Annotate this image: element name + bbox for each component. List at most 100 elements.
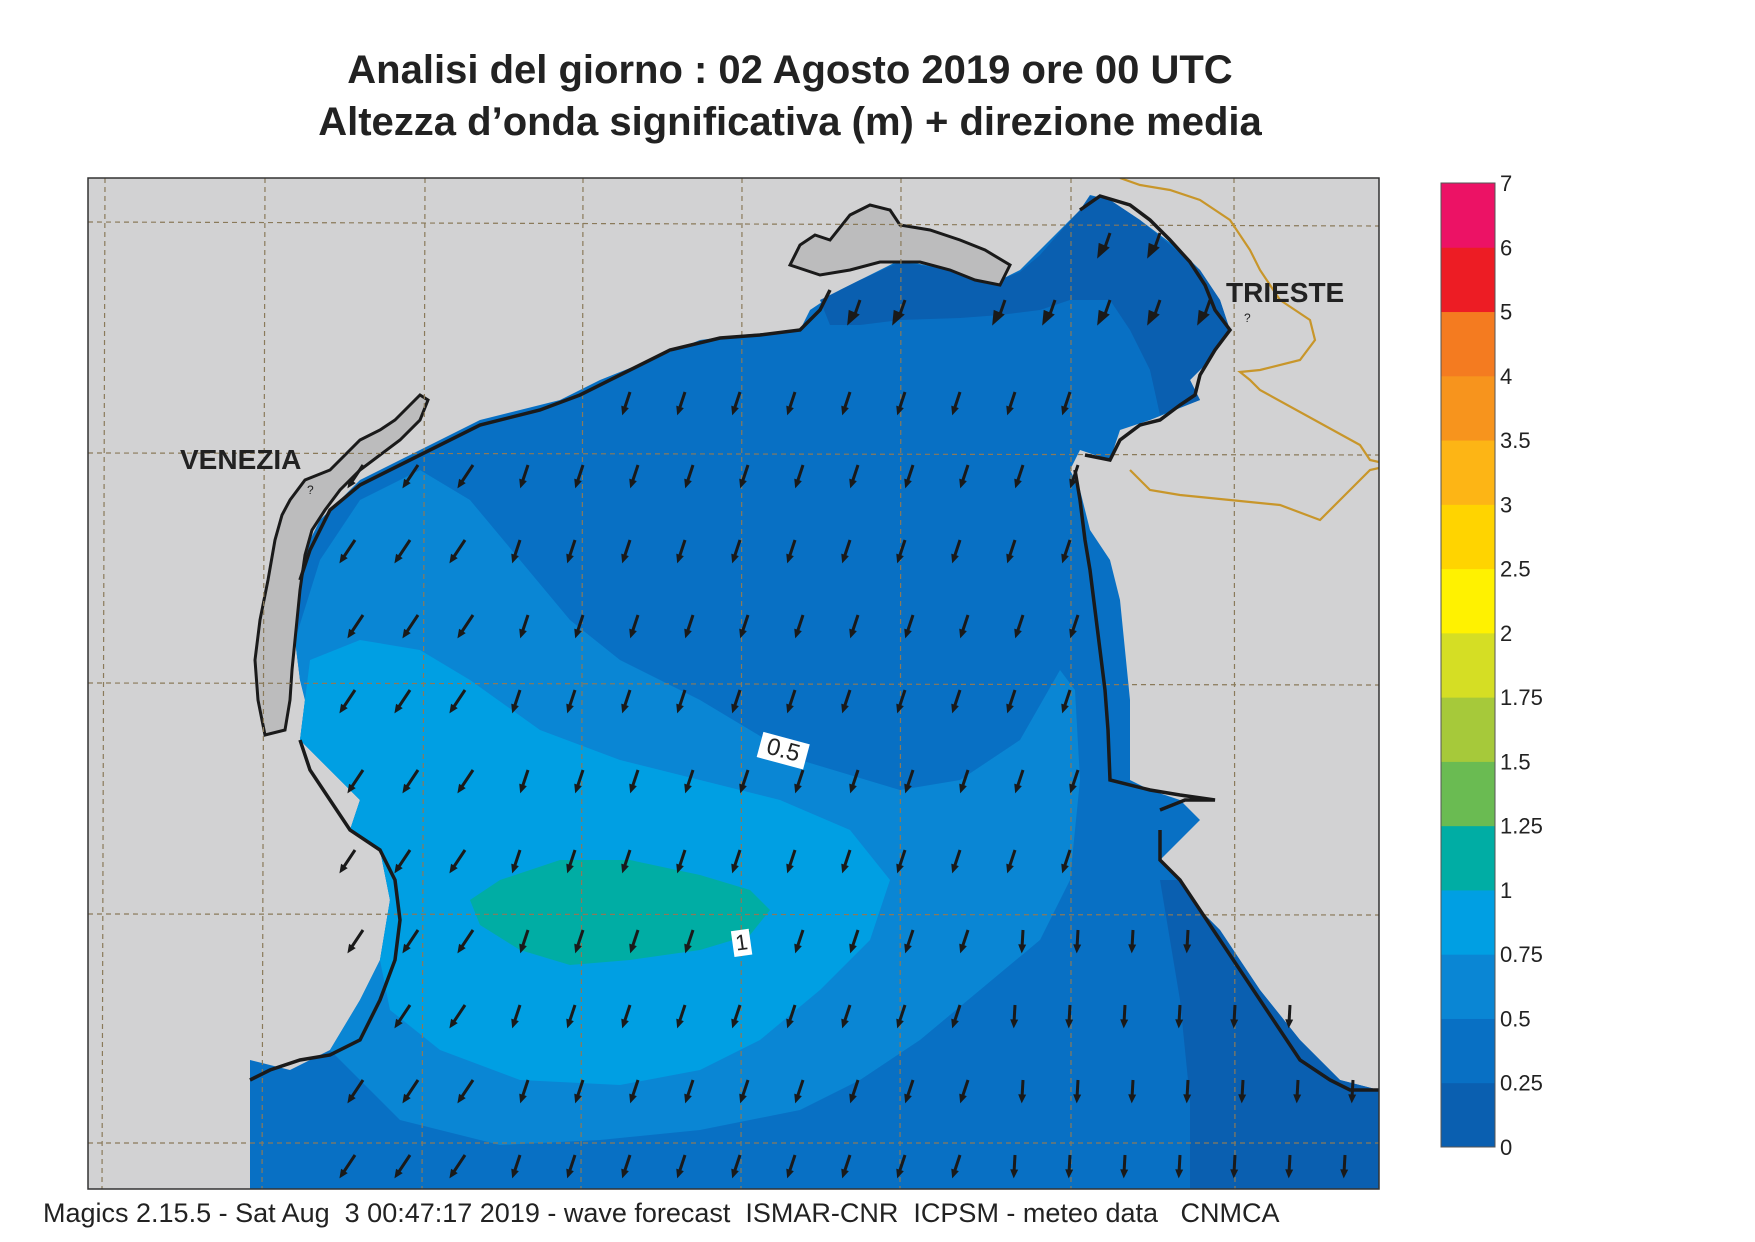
direction-arrow-head <box>1014 478 1022 489</box>
direction-arrow-head <box>449 1168 458 1179</box>
direction-arrow-head <box>904 628 912 639</box>
legend-frame <box>1440 182 1496 1148</box>
direction-arrow-head <box>676 863 684 874</box>
direction-arrow-head <box>951 1018 959 1029</box>
direction-arrow-head <box>794 1093 802 1104</box>
legend-level-label: 0.75 <box>1500 942 1543 967</box>
direction-arrow-head <box>457 628 466 639</box>
legend-level-label: 2 <box>1500 621 1512 646</box>
direction-arrow-head <box>959 783 967 794</box>
contour-label-1: 1 <box>730 928 753 958</box>
direction-arrow <box>404 929 420 949</box>
city-marker: ? <box>1244 311 1251 325</box>
lagoon-land <box>253 393 430 737</box>
direction-arrow-head <box>849 1093 857 1104</box>
sea-zone <box>1160 880 1379 1189</box>
arrow-row <box>847 299 1212 326</box>
direction-arrow-head <box>951 405 959 416</box>
direction-arrow-head <box>794 478 802 489</box>
direction-arrow-head <box>959 1093 967 1104</box>
direction-arrow-head <box>1006 405 1014 416</box>
direction-arrow-head <box>786 405 794 416</box>
direction-arrow-head <box>786 553 794 564</box>
direction-arrow-head <box>1073 1094 1082 1104</box>
direction-arrow-head <box>1061 405 1069 416</box>
legend-swatch <box>1441 889 1495 955</box>
direction-arrow-head <box>739 783 747 794</box>
direction-arrow-head <box>457 478 466 489</box>
direction-arrow-head <box>394 863 403 874</box>
coastline <box>249 194 1379 1092</box>
direction-arrow-head <box>621 1168 629 1179</box>
direction-arrow-head <box>1120 1169 1129 1179</box>
direction-arrow-head <box>896 553 904 564</box>
arrow-grid <box>339 391 1357 1179</box>
svg-text:1: 1 <box>734 929 750 955</box>
direction-arrow-head <box>1014 628 1022 639</box>
direction-arrow <box>349 769 365 789</box>
direction-arrow <box>459 769 475 789</box>
direction-arrow-head <box>676 553 684 564</box>
direction-arrow-head <box>786 863 794 874</box>
direction-arrow-head <box>629 478 637 489</box>
direction-arrow-head <box>904 478 912 489</box>
legend-swatch <box>1441 761 1495 827</box>
direction-arrow-head <box>394 1018 403 1029</box>
direction-arrow-head <box>684 783 692 794</box>
direction-arrow <box>349 929 365 949</box>
country-border <box>1129 466 1379 522</box>
direction-arrow-head <box>1018 944 1027 954</box>
legend-swatch <box>1441 183 1495 248</box>
direction-arrow-head <box>1147 309 1160 326</box>
direction-arrow-head <box>449 553 458 564</box>
direction-arrow <box>404 1079 420 1099</box>
direction-arrow-head <box>457 1093 466 1104</box>
direction-arrow-head <box>402 783 411 794</box>
direction-arrow-head <box>1069 478 1077 489</box>
direction-arrow-head <box>1069 783 1077 794</box>
direction-arrow-head <box>402 943 411 954</box>
direction-arrow-head <box>1183 944 1192 954</box>
direction-arrow-head <box>566 703 574 714</box>
direction-arrow-head <box>339 553 348 564</box>
direction-arrow-head <box>394 703 403 714</box>
direction-arrow-head <box>457 783 466 794</box>
direction-arrow-head <box>566 553 574 564</box>
city-label-venezia: VENEZIA <box>180 444 301 475</box>
direction-arrow-head <box>786 1168 794 1179</box>
lagoon-island <box>787 203 1012 287</box>
city-marker: ? <box>307 483 314 497</box>
direction-arrow-head <box>992 309 1005 326</box>
direction-arrow-head <box>621 1018 629 1029</box>
legend-level-label: 6 <box>1500 235 1512 260</box>
direction-arrow <box>404 464 420 484</box>
country-border <box>1119 178 1379 464</box>
direction-arrow-head <box>519 943 527 954</box>
direction-arrow-head <box>339 1168 348 1179</box>
direction-arrow-head <box>1293 1094 1302 1104</box>
legend-level-label: 3 <box>1500 492 1512 517</box>
direction-arrow-head <box>347 628 356 639</box>
direction-arrow-head <box>511 1018 519 1029</box>
legend-swatch <box>1441 375 1495 441</box>
legend-swatch <box>1441 954 1495 1019</box>
direction-arrow-head <box>841 1168 849 1179</box>
legend-level-label: 4 <box>1500 364 1512 389</box>
direction-arrow-head <box>841 703 849 714</box>
direction-arrow-head <box>1175 1019 1184 1029</box>
direction-arrow-head <box>684 1093 692 1104</box>
direction-arrow <box>396 539 412 559</box>
direction-arrow-head <box>511 703 519 714</box>
legend-level-label: 1.25 <box>1500 814 1543 839</box>
direction-arrow-head <box>511 553 519 564</box>
direction-arrow-head <box>449 1018 458 1029</box>
direction-arrow-head <box>731 553 739 564</box>
direction-arrow-head <box>347 943 356 954</box>
direction-arrow-head <box>896 1018 904 1029</box>
direction-arrow-head <box>519 783 527 794</box>
legend-swatch <box>1441 1082 1495 1148</box>
direction-arrow-head <box>1340 1169 1349 1179</box>
direction-arrow-head <box>904 1093 912 1104</box>
direction-arrow-head <box>959 943 967 954</box>
sea-zone <box>470 860 770 965</box>
